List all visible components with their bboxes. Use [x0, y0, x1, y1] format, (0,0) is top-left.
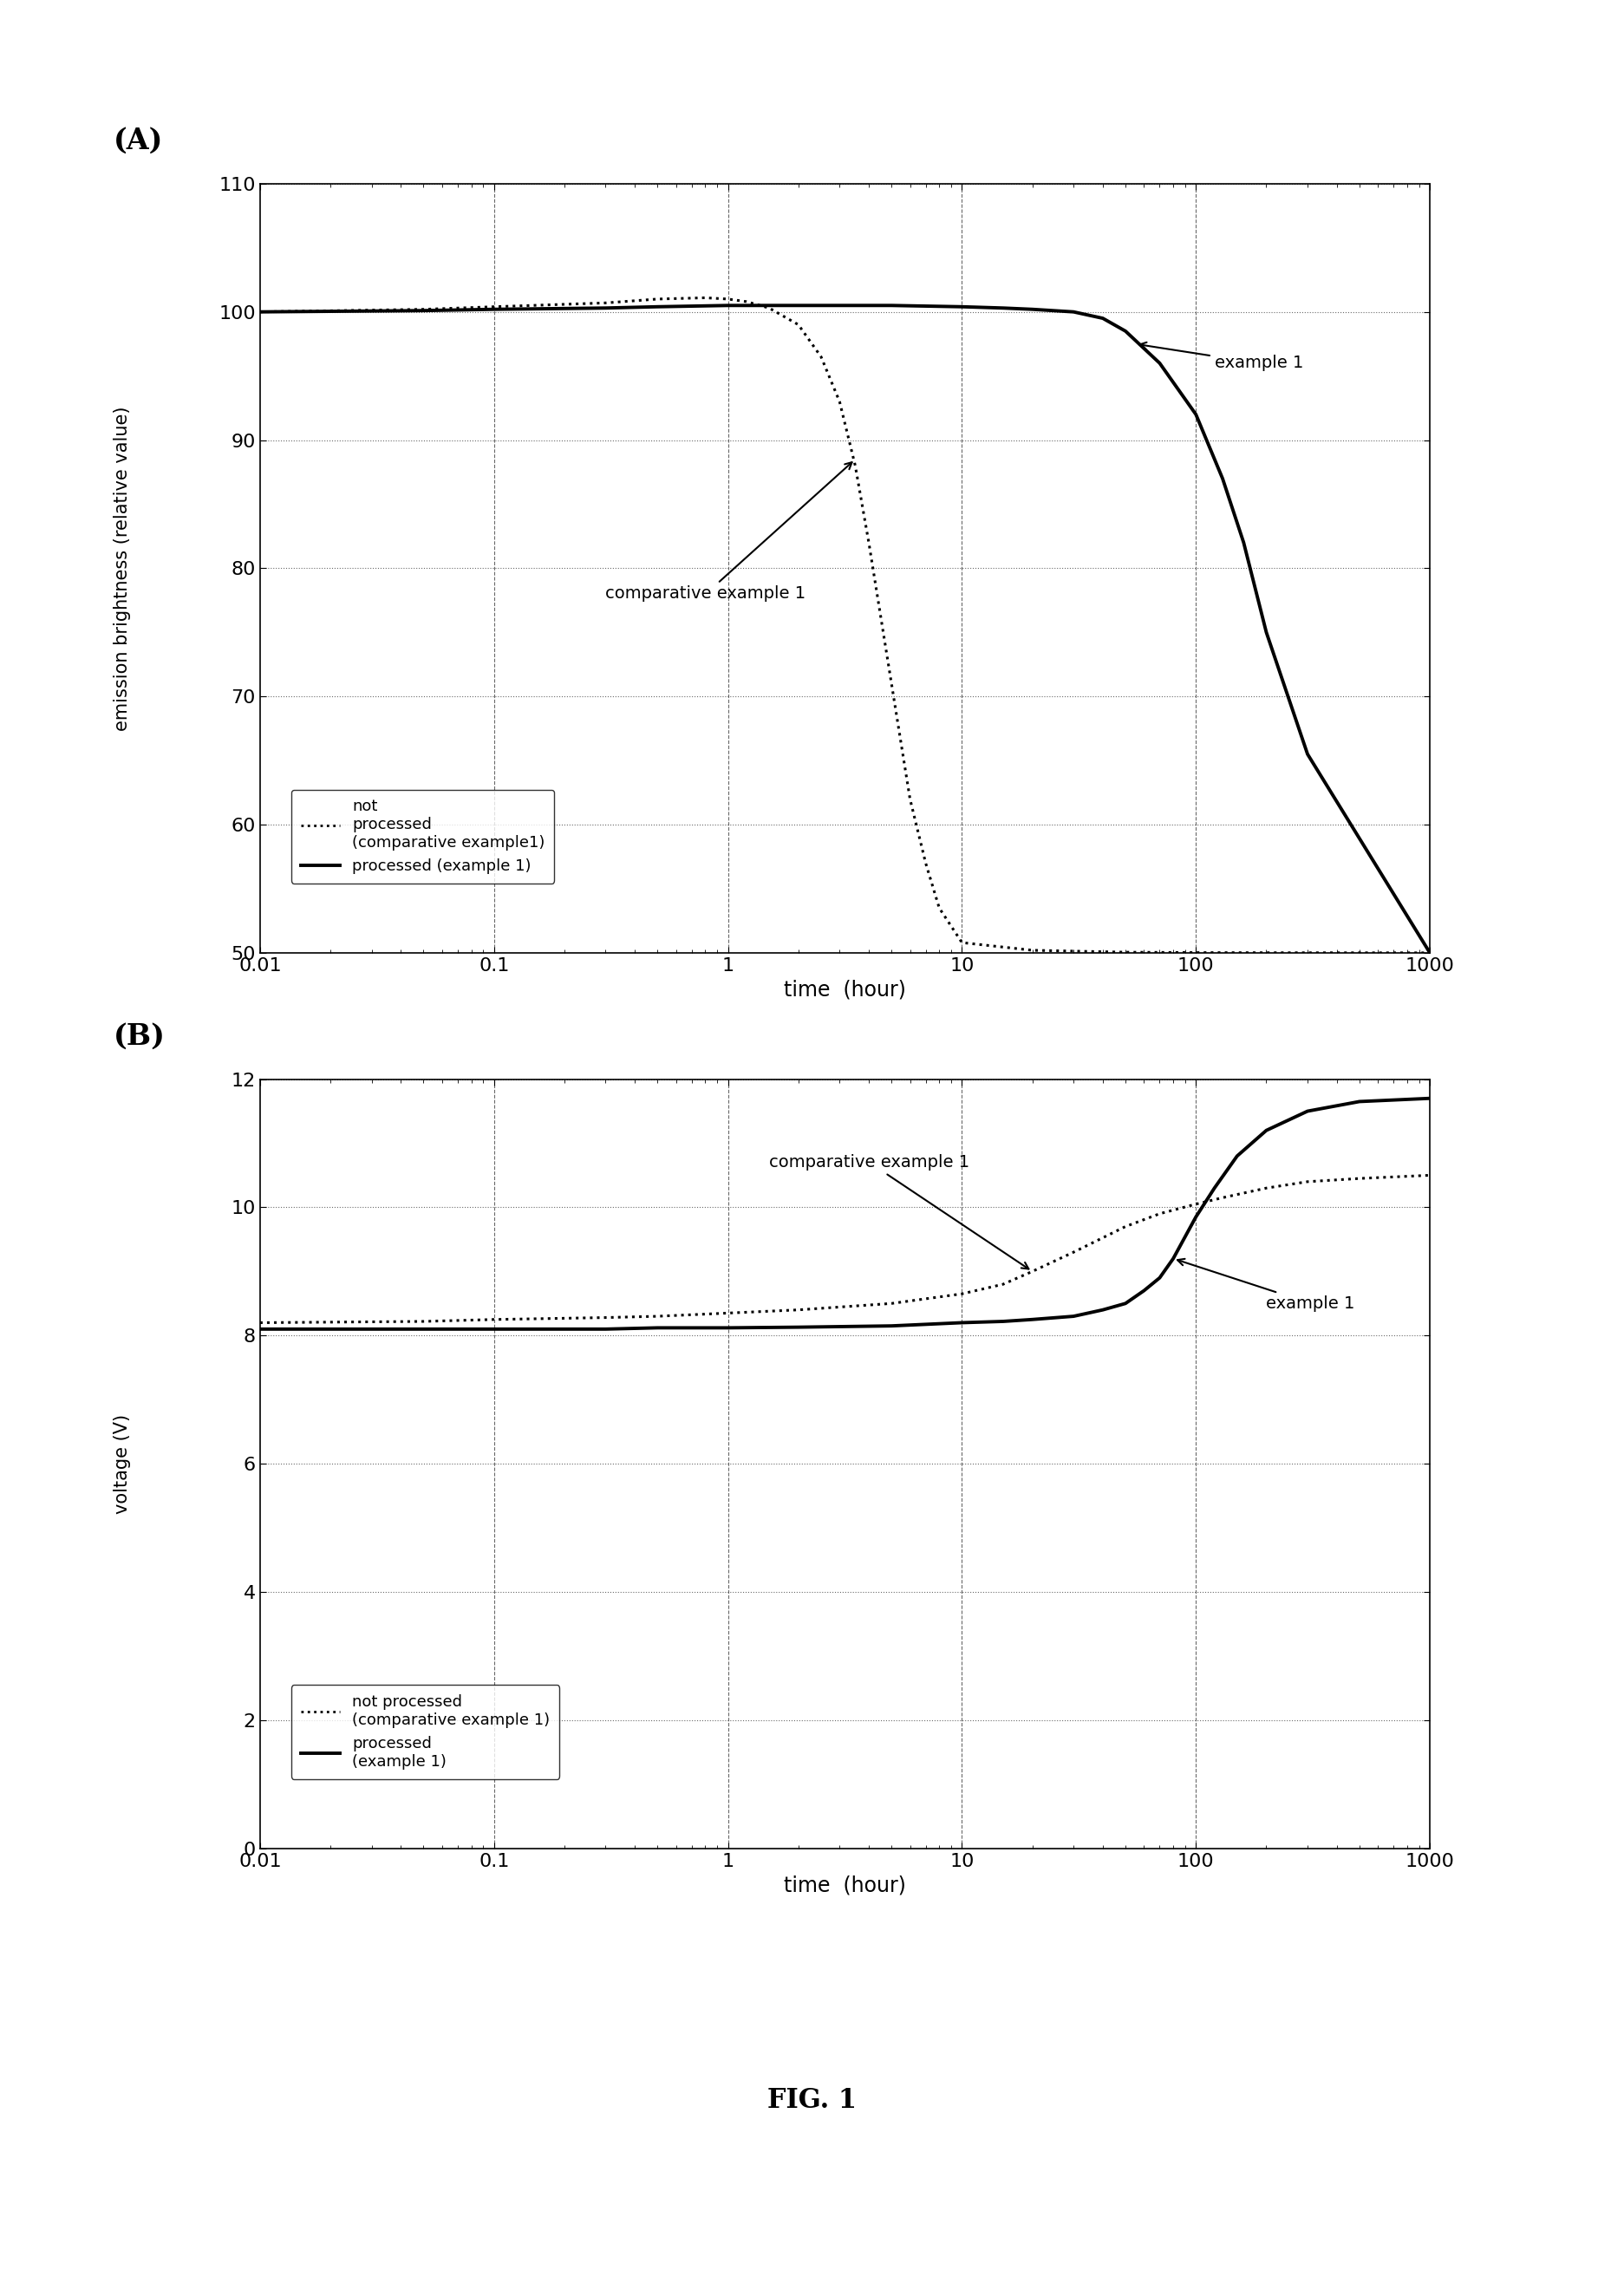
Text: comparative example 1: comparative example 1 [606, 461, 851, 602]
Text: example 1: example 1 [1177, 1258, 1354, 1311]
Text: comparative example 1: comparative example 1 [768, 1155, 1028, 1270]
X-axis label: time  (hour): time (hour) [783, 1874, 906, 1896]
Legend: not
processed
(comparative example1), processed (example 1): not processed (comparative example1), pr… [291, 790, 554, 884]
Y-axis label: voltage (V): voltage (V) [114, 1414, 132, 1513]
Text: example 1: example 1 [1138, 342, 1302, 372]
Legend: not processed
(comparative example 1), processed
(example 1): not processed (comparative example 1), p… [291, 1685, 559, 1779]
Text: FIG. 1: FIG. 1 [768, 2087, 856, 2115]
Text: (B): (B) [114, 1022, 166, 1049]
Y-axis label: emission brightness (relative value): emission brightness (relative value) [114, 406, 132, 730]
Text: (A): (A) [114, 126, 164, 154]
X-axis label: time  (hour): time (hour) [783, 978, 906, 1001]
